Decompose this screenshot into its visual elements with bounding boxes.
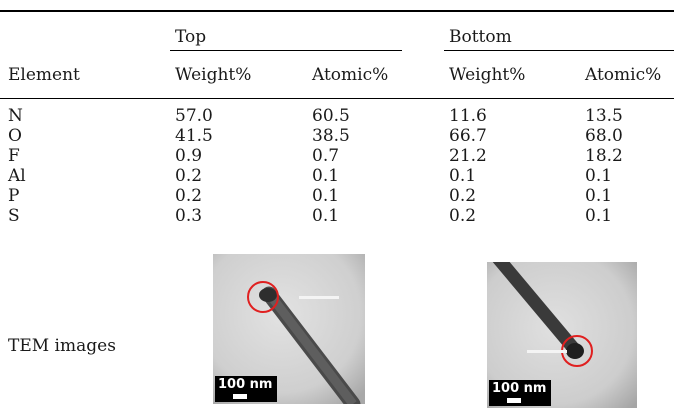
scale-label-top: 100 nm: [218, 377, 273, 392]
top-weight-cell: 41.5: [175, 126, 213, 146]
bottom-group-rule: [444, 50, 674, 51]
top-weight-cell: 0.3: [175, 206, 203, 226]
bottom-atomic-cell: 0.1: [585, 206, 613, 226]
table-top-rule: [0, 10, 674, 12]
table-row: P 0.2 0.1 0.2 0.1: [0, 186, 674, 206]
scale-bar-bottom: 100 nm: [489, 380, 551, 406]
table-row: O 41.5 38.5 66.7 68.0: [0, 126, 674, 146]
scale-bar-marker-top: [233, 394, 247, 399]
top-weight-cell: 0.9: [175, 146, 203, 166]
top-weight-cell: 0.2: [175, 166, 203, 186]
bottom-weight-cell: 0.1: [449, 166, 477, 186]
col-header-top-atomic: Atomic%: [312, 65, 389, 85]
top-group-rule: [170, 50, 402, 51]
element-cell: O: [8, 126, 22, 146]
col-header-bottom-weight: Weight%: [449, 65, 526, 85]
tem-images-label: TEM images: [8, 336, 116, 356]
bottom-weight-cell: 21.2: [449, 146, 487, 166]
bottom-atomic-cell: 13.5: [585, 106, 623, 126]
bottom-atomic-cell: 18.2: [585, 146, 623, 166]
col-header-top-weight: Weight%: [175, 65, 252, 85]
element-cell: Al: [8, 166, 26, 186]
top-atomic-cell: 0.7: [312, 146, 340, 166]
element-cell: N: [8, 106, 23, 126]
group-header-top: Top: [175, 27, 207, 47]
table-row: Al 0.2 0.1 0.1 0.1: [0, 166, 674, 186]
group-header-bottom: Bottom: [449, 27, 512, 47]
col-header-bottom-atomic: Atomic%: [585, 65, 662, 85]
element-cell: S: [8, 206, 20, 226]
element-cell: F: [8, 146, 20, 166]
element-cell: P: [8, 186, 20, 206]
table-row: S 0.3 0.1 0.2 0.1: [0, 206, 674, 226]
scale-label-bottom: 100 nm: [492, 381, 547, 396]
top-atomic-cell: 60.5: [312, 106, 350, 126]
table-row: F 0.9 0.7 21.2 18.2: [0, 146, 674, 166]
col-header-element: Element: [8, 65, 80, 85]
top-weight-cell: 57.0: [175, 106, 213, 126]
top-atomic-cell: 0.1: [312, 206, 340, 226]
table-row: N 57.0 60.5 11.6 13.5: [0, 106, 674, 126]
top-atomic-cell: 0.1: [312, 166, 340, 186]
bottom-atomic-cell: 68.0: [585, 126, 623, 146]
bottom-weight-cell: 0.2: [449, 186, 477, 206]
top-weight-cell: 0.2: [175, 186, 203, 206]
tem-image-bottom: 100 nm: [487, 262, 637, 408]
bottom-atomic-cell: 0.1: [585, 166, 613, 186]
top-atomic-cell: 0.1: [312, 186, 340, 206]
scale-bar-top: 100 nm: [215, 376, 277, 402]
bottom-atomic-cell: 0.1: [585, 186, 613, 206]
bottom-weight-cell: 0.2: [449, 206, 477, 226]
scale-bar-marker-bottom: [507, 398, 521, 403]
tem-image-top: 100 nm: [213, 254, 365, 404]
bottom-weight-cell: 11.6: [449, 106, 487, 126]
header-bottom-rule: [0, 98, 674, 99]
bottom-weight-cell: 66.7: [449, 126, 487, 146]
top-atomic-cell: 38.5: [312, 126, 350, 146]
